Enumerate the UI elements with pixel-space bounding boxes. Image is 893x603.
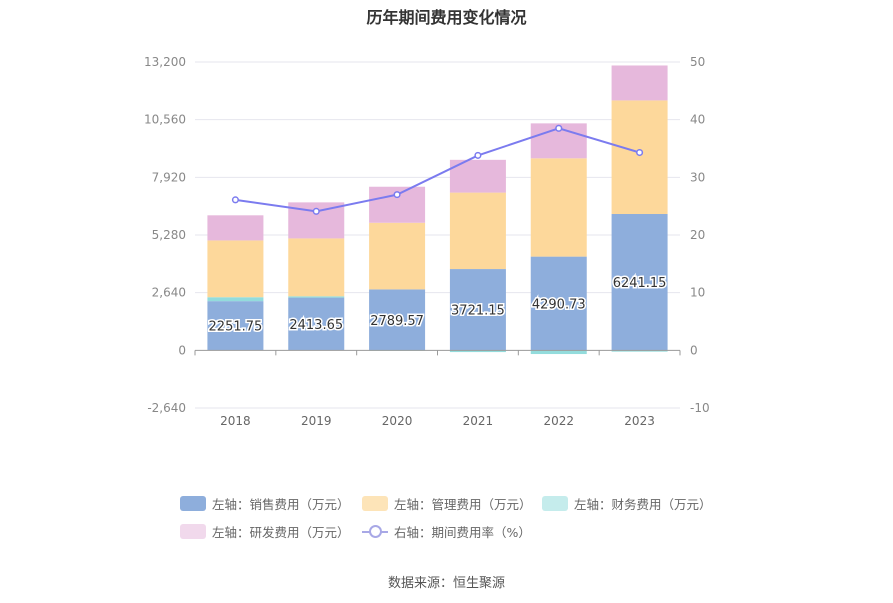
line-point	[393, 191, 401, 199]
legend-swatch-expense-rate	[362, 524, 388, 539]
x-tick-label: 2023	[624, 414, 655, 428]
axes: -2,640 -10 0 0 2,640 10 5,280 20 7,920 30 10,560 40…	[144, 55, 710, 428]
bar-segment	[611, 214, 668, 351]
data-label: 2789.57	[370, 314, 424, 329]
legend-item-finance[interactable]: 左轴：财务费用（万元）	[542, 494, 712, 513]
y-right-tick-label: 30	[690, 170, 705, 184]
legend-label-finance: 左轴：财务费用（万元）	[574, 497, 712, 512]
legend-item-admin[interactable]: 左轴：管理费用（万元）	[362, 494, 532, 513]
legend-item-sales[interactable]: 左轴：销售费用（万元）	[180, 494, 350, 513]
bar-segment	[449, 269, 506, 351]
data-label: 2251.75	[209, 320, 263, 335]
y-left-tick-label: 10,560	[144, 113, 186, 127]
x-tick-label: 2019	[301, 414, 332, 428]
bar-segment	[207, 240, 264, 298]
line-point	[231, 196, 239, 204]
line-series	[231, 124, 644, 215]
legend-label-sales: 左轴：销售费用（万元）	[212, 497, 350, 512]
data-label: 3721.15	[451, 304, 505, 319]
source-note: 数据来源：恒生聚源	[387, 576, 505, 591]
bar-segment	[530, 256, 587, 351]
x-tick-label: 2021	[463, 414, 494, 428]
y-left-tick-label: 2,640	[152, 286, 186, 300]
y-left-tick-label: -2,640	[147, 401, 186, 415]
bar-segment	[207, 301, 264, 351]
legend-label-expense-rate: 右轴：期间费用率（%）	[394, 525, 531, 540]
bar-segment	[611, 100, 668, 215]
data-label: 4290.73	[532, 297, 586, 312]
y-right-tick-label: 50	[690, 55, 705, 69]
legend-item-expense-rate[interactable]: 右轴：期间费用率（%）	[362, 522, 531, 541]
bar-segment	[369, 222, 426, 290]
line-point	[555, 124, 563, 132]
y-left-tick-label: 5,280	[152, 228, 186, 242]
bar-segment	[530, 158, 587, 257]
chart-title: 历年期间费用变化情况	[366, 8, 527, 27]
legend-swatch-finance	[542, 496, 568, 511]
bar-segment	[288, 296, 345, 298]
data-label: 2413.65	[289, 318, 343, 333]
bar-segment	[449, 350, 506, 353]
y-right-tick-label: 0	[690, 343, 698, 357]
y-left-tick-label: 0	[178, 343, 186, 357]
x-tick-label: 2018	[220, 414, 251, 428]
data-labels: 2251.75 2413.65 2789.57 3721.15 4290.73 6241.…	[207, 275, 668, 337]
bar-series	[207, 65, 668, 355]
line-point	[636, 148, 644, 157]
bar-segment	[449, 192, 506, 270]
bar-segment	[611, 350, 668, 352]
y-right-tick-label: 10	[690, 286, 705, 300]
x-tick-label: 2022	[543, 414, 574, 428]
line-point	[474, 151, 482, 159]
data-label: 6241.15	[613, 276, 667, 291]
legend-label-rd: 左轴：研发费用（万元）	[212, 525, 350, 540]
y-right-tick-label: -10	[690, 401, 710, 415]
y-left-tick-label: 13,200	[144, 55, 186, 69]
x-tick-label: 2020	[382, 414, 413, 428]
bar-segment	[207, 297, 264, 302]
line-point	[312, 207, 320, 215]
expense-rate-line	[235, 127, 640, 213]
legend-swatch-sales	[180, 496, 206, 511]
legend-item-rd[interactable]: 左轴：研发费用（万元）	[180, 522, 350, 541]
legend-swatch-rd	[180, 524, 206, 539]
grid-lines	[195, 61, 680, 409]
bar-segment	[369, 289, 426, 351]
bar-segment	[288, 297, 345, 351]
bar-segment	[611, 65, 668, 101]
bar-segment	[288, 238, 345, 297]
y-right-tick-label: 40	[690, 113, 705, 127]
bar-segment	[207, 215, 264, 241]
y-right-tick-label: 20	[690, 228, 705, 242]
legend-label-admin: 左轴：管理费用（万元）	[394, 497, 532, 512]
y-left-tick-label: 7,920	[152, 170, 186, 184]
legend-swatch-admin	[362, 496, 388, 511]
bar-segment	[530, 350, 587, 355]
